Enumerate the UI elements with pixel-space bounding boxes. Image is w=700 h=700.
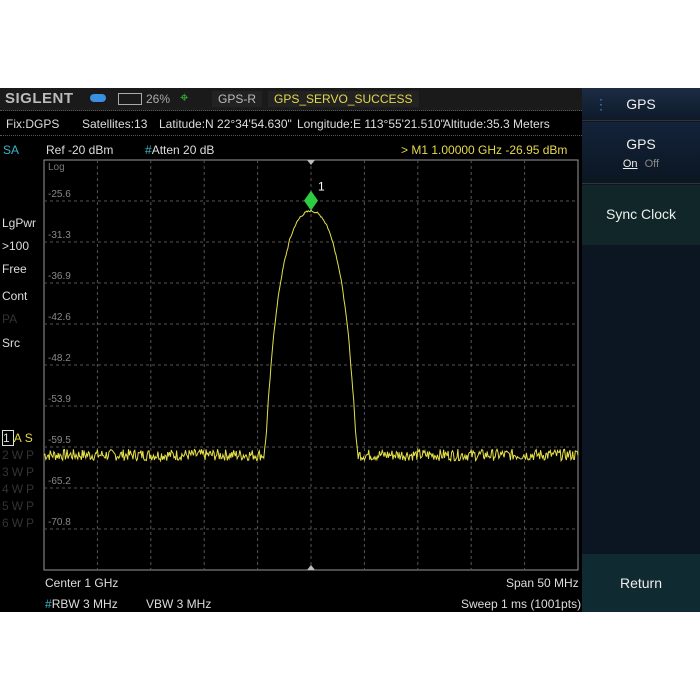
mode-label: SA	[3, 143, 20, 157]
trace-flag: W	[11, 516, 27, 530]
trace-flag: 2	[2, 448, 12, 462]
marker-1-diamond[interactable]	[304, 190, 318, 211]
off-option[interactable]: Off	[644, 158, 660, 170]
trace-status-1: 1AS	[2, 430, 36, 446]
detector: LgPwr	[2, 216, 37, 230]
trace-flag: P	[26, 499, 38, 513]
altitude: Altitude:35.3 Meters	[443, 117, 550, 131]
scale-label: Log	[48, 162, 65, 173]
center-freq[interactable]: Center 1 GHz	[45, 576, 119, 590]
trace-flag: P	[26, 465, 38, 479]
trace-flag: P	[26, 448, 38, 462]
gps-info-bar: Fix:DGPS Satellites:13 Latitude:N 22°34'…	[0, 111, 582, 136]
trace-status-2: 2WP	[2, 448, 37, 462]
source: Src	[2, 336, 20, 350]
center-bottom-indicator	[307, 565, 315, 570]
gps-toggle-button[interactable]: GPS On Off	[582, 122, 700, 184]
gps-crosshair-icon: ⌖	[180, 89, 189, 106]
gps-status: GPS_SERVO_SUCCESS	[268, 91, 419, 107]
top-bar: SIGLENT 26% ⌖ GPS-R GPS_SERVO_SUCCESS	[0, 88, 582, 111]
trace-flag: 4	[2, 482, 12, 496]
center-top-indicator	[307, 160, 315, 165]
trace-status-5: 5WP	[2, 499, 37, 513]
battery-icon	[118, 93, 142, 105]
menu-dots-icon: ⋮	[594, 96, 608, 112]
trace-flag: W	[11, 448, 27, 462]
spectrum-plot: -25.6 -31.3 -36.9 -42.6 -48.2 -53.9 -59.5 -65.2…	[43, 159, 579, 571]
vbw[interactable]: VBW 3 MHz	[146, 597, 212, 611]
y-tick-label: -59.5	[48, 435, 71, 446]
softkey-menu: ⋮ GPS GPS On Off Sync Clock Return	[582, 88, 700, 612]
attenuation[interactable]: Atten 20 dB	[151, 143, 215, 157]
trace-flag: W	[11, 499, 27, 513]
satellites: Satellites:13	[82, 117, 148, 131]
trace-flag: W	[11, 482, 27, 496]
rbw-flag: #	[45, 597, 52, 611]
trace-flag: A	[13, 431, 25, 445]
on-option[interactable]: On	[622, 158, 638, 170]
usb-icon	[90, 94, 106, 102]
gps-label: GPS	[626, 136, 656, 152]
trace-flag: 3	[2, 465, 12, 479]
trace-status-3: 3WP	[2, 465, 37, 479]
y-tick-label: -25.6	[48, 189, 71, 200]
y-tick-label: -36.9	[48, 271, 71, 282]
return-button[interactable]: Return	[582, 554, 700, 612]
preamp: PA	[2, 312, 18, 326]
marker-readout: > M1 1.00000 GHz -26.95 dBm	[401, 143, 568, 157]
y-tick-label: -48.2	[48, 353, 71, 364]
marker-1-label: 1	[318, 180, 325, 194]
trace-flag: P	[26, 482, 38, 496]
trace-flag: S	[24, 431, 36, 445]
sweep-mode: Cont	[2, 289, 28, 303]
atten-flag: #	[145, 143, 152, 157]
trace-flag: 1	[2, 430, 14, 446]
y-tick-label: -70.8	[48, 517, 71, 528]
trace-flag: P	[26, 516, 38, 530]
trace-flag: 5	[2, 499, 12, 513]
trace-flag: 6	[2, 516, 12, 530]
span[interactable]: Span 50 MHz	[506, 576, 579, 590]
battery-level: 26%	[146, 92, 171, 106]
siglent-logo: SIGLENT	[5, 90, 74, 107]
menu-title: ⋮ GPS	[582, 88, 700, 121]
y-tick-label: -42.6	[48, 312, 71, 323]
latitude: Latitude:N 22°34'54.630"	[159, 117, 292, 131]
longitude: Longitude:E 113°55'21.510"	[297, 117, 445, 131]
ref-level[interactable]: Ref -20 dBm	[46, 143, 114, 157]
sync-clock-button[interactable]: Sync Clock	[582, 185, 700, 245]
trace-flag: W	[11, 465, 27, 479]
trace-status-6: 6WP	[2, 516, 37, 530]
trace-status-4: 4WP	[2, 482, 37, 496]
analyzer-screen: SIGLENT 26% ⌖ GPS-R GPS_SERVO_SUCCESS Fi…	[0, 88, 700, 612]
gps-mode: GPS-R	[212, 91, 263, 107]
y-tick-label: -53.9	[48, 394, 71, 405]
y-tick-label: -65.2	[48, 476, 71, 487]
y-tick-label: -31.3	[48, 230, 71, 241]
trigger: Free	[2, 262, 27, 276]
average-count: >100	[2, 239, 30, 253]
sweep-time[interactable]: Sweep 1 ms (1001pts)	[461, 597, 582, 611]
rbw[interactable]: RBW 3 MHz	[51, 597, 118, 611]
fix: Fix:DGPS	[6, 117, 60, 131]
menu-title-text: GPS	[626, 96, 656, 112]
